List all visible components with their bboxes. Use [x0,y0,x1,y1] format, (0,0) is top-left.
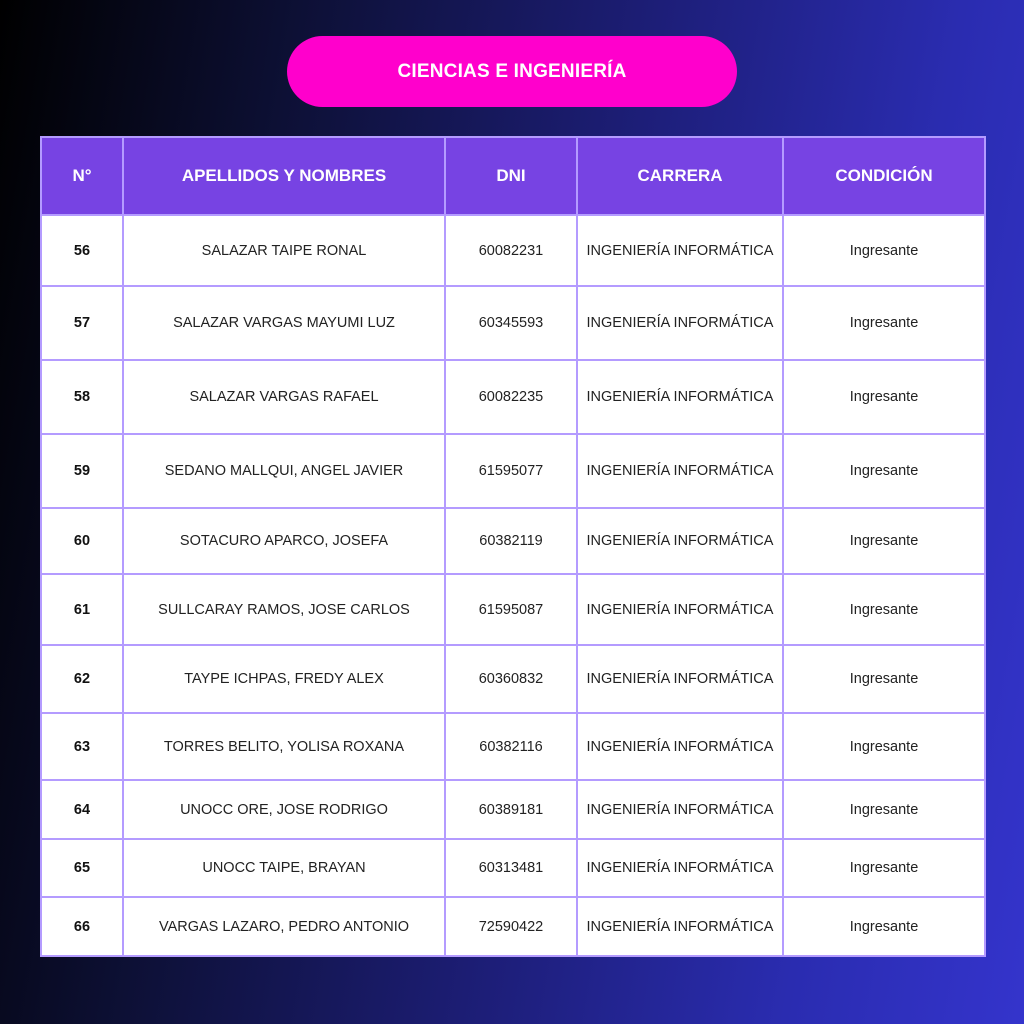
student-condition: Ingresante [782,433,986,509]
section-title: CIENCIAS E INGENIERÍA [397,60,627,82]
student-name: UNOCC ORE, JOSE RODRIGO [122,779,446,840]
table-row: 65 UNOCC TAIPE, BRAYAN 60313481 INGENIERÍA … [40,838,986,898]
student-career: INGENIERÍA INFORMÁTICA [576,838,784,898]
row-number: 56 [40,214,124,287]
student-name: SALAZAR TAIPE RONAL [122,214,446,287]
table-row: 61 SULLCARAY RAMOS, JOSE CARLOS 61595087 IN… [40,573,986,646]
row-number: 65 [40,838,124,898]
student-dni: 60082235 [444,359,578,435]
student-condition: Ingresante [782,644,986,714]
student-career: INGENIERÍA INFORMÁTICA [576,507,784,575]
student-condition: Ingresante [782,779,986,840]
student-name: TORRES BELITO, YOLISA ROXANA [122,712,446,781]
student-name: UNOCC TAIPE, BRAYAN [122,838,446,898]
table-row: 59 SEDANO MALLQUI, ANGEL JAVIER 61595077 IN… [40,433,986,509]
students-table: N° APELLIDOS Y NOMBRES DNI CARRERA CONDI… [40,136,986,957]
student-dni: 60360832 [444,644,578,714]
student-name: SULLCARAY RAMOS, JOSE CARLOS [122,573,446,646]
student-dni: 60389181 [444,779,578,840]
student-career: INGENIERÍA INFORMÁTICA [576,573,784,646]
student-condition: Ingresante [782,507,986,575]
header-name: APELLIDOS Y NOMBRES [122,136,446,216]
row-number: 62 [40,644,124,714]
student-condition: Ingresante [782,896,986,957]
table-row: 56 SALAZAR TAIPE RONAL 60082231 INGENIERÍA … [40,214,986,287]
student-career: INGENIERÍA INFORMÁTICA [576,779,784,840]
student-dni: 60382116 [444,712,578,781]
student-condition: Ingresante [782,712,986,781]
table-row: 66 VARGAS LAZARO, PEDRO ANTONIO 72590422 IN… [40,896,986,957]
row-number: 61 [40,573,124,646]
student-dni: 60313481 [444,838,578,898]
student-career: INGENIERÍA INFORMÁTICA [576,285,784,361]
table-header-row: N° APELLIDOS Y NOMBRES DNI CARRERA CONDI… [40,136,986,216]
student-career: INGENIERÍA INFORMÁTICA [576,214,784,287]
student-career: INGENIERÍA INFORMÁTICA [576,644,784,714]
table-row: 62 TAYPE ICHPAS, FREDY ALEX 60360832 INGENI… [40,644,986,714]
student-career: INGENIERÍA INFORMÁTICA [576,712,784,781]
row-number: 66 [40,896,124,957]
student-dni: 61595087 [444,573,578,646]
section-title-pill: CIENCIAS E INGENIERÍA [287,36,737,107]
header-career: CARRERA [576,136,784,216]
student-dni: 60345593 [444,285,578,361]
student-career: INGENIERÍA INFORMÁTICA [576,359,784,435]
row-number: 59 [40,433,124,509]
student-name: VARGAS LAZARO, PEDRO ANTONIO [122,896,446,957]
student-name: SALAZAR VARGAS RAFAEL [122,359,446,435]
student-condition: Ingresante [782,214,986,287]
student-name: SOTACURO APARCO, JOSEFA [122,507,446,575]
row-number: 60 [40,507,124,575]
table-row: 64 UNOCC ORE, JOSE RODRIGO 60389181 INGENIE… [40,779,986,840]
student-dni: 61595077 [444,433,578,509]
student-name: TAYPE ICHPAS, FREDY ALEX [122,644,446,714]
header-dni: DNI [444,136,578,216]
student-name: SEDANO MALLQUI, ANGEL JAVIER [122,433,446,509]
student-career: INGENIERÍA INFORMÁTICA [576,433,784,509]
row-number: 64 [40,779,124,840]
row-number: 63 [40,712,124,781]
table-row: 58 SALAZAR VARGAS RAFAEL 60082235 INGENIERÍ… [40,359,986,435]
table-row: 57 SALAZAR VARGAS MAYUMI LUZ 60345593 INGEN… [40,285,986,361]
header-number: N° [40,136,124,216]
row-number: 57 [40,285,124,361]
student-condition: Ingresante [782,285,986,361]
table-row: 63 TORRES BELITO, YOLISA ROXANA 60382116 IN… [40,712,986,781]
student-dni: 60382119 [444,507,578,575]
row-number: 58 [40,359,124,435]
student-dni: 60082231 [444,214,578,287]
student-condition: Ingresante [782,838,986,898]
student-name: SALAZAR VARGAS MAYUMI LUZ [122,285,446,361]
table-row: 60 SOTACURO APARCO, JOSEFA 60382119 INGENIE… [40,507,986,575]
student-career: INGENIERÍA INFORMÁTICA [576,896,784,957]
student-dni: 72590422 [444,896,578,957]
student-condition: Ingresante [782,573,986,646]
header-condition: CONDICIÓN [782,136,986,216]
student-condition: Ingresante [782,359,986,435]
